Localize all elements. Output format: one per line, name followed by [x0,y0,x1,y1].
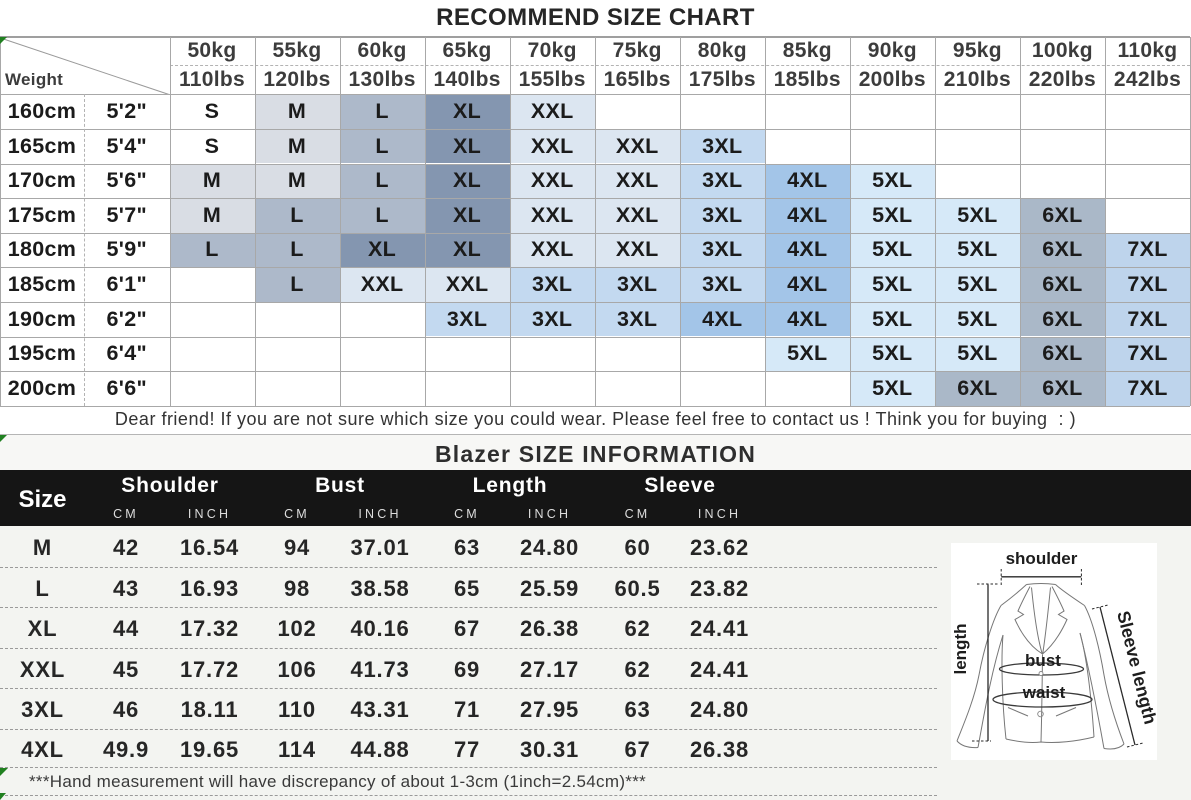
svg-text:length: length [951,624,970,675]
svg-text:Sleeve length: Sleeve length [1113,609,1157,726]
svg-text:shoulder: shoulder [1006,549,1078,568]
svg-text:bust: bust [1025,651,1061,670]
svg-text:waist: waist [1022,683,1066,702]
